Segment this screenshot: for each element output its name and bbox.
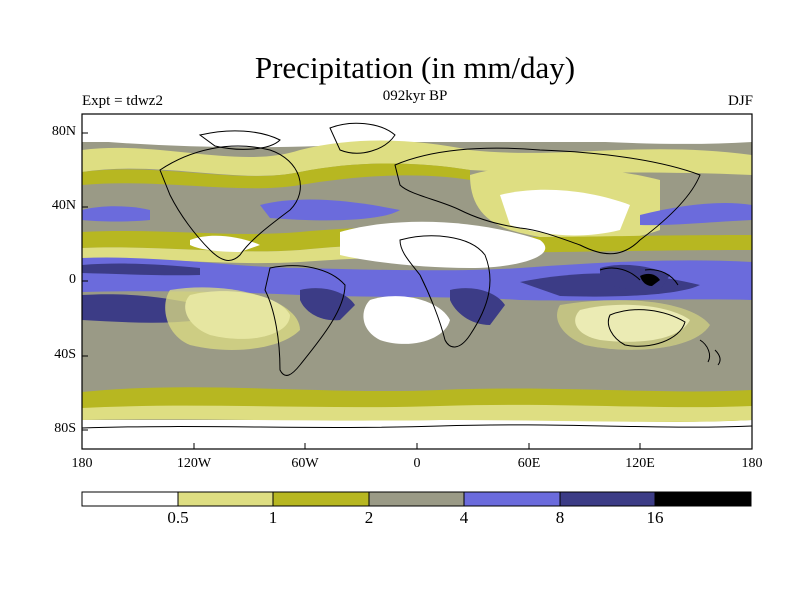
season-label: DJF bbox=[727, 93, 753, 109]
precipitation-field bbox=[82, 114, 752, 449]
colorbar-swatch-4 bbox=[368, 491, 465, 507]
lat-label-40s: 40S bbox=[54, 347, 76, 362]
lon-label-180-right: 180 bbox=[741, 456, 763, 471]
lon-label-60e: 60E bbox=[517, 456, 541, 471]
lat-label-80s: 80S bbox=[54, 421, 76, 436]
map-subtitle: 092kyr BP bbox=[382, 88, 448, 104]
lat-label-80n: 80N bbox=[51, 124, 76, 139]
lon-label-120w: 120W bbox=[176, 456, 212, 471]
colorbar-swatch-7 bbox=[654, 491, 752, 507]
lon-label-0: 0 bbox=[413, 456, 421, 471]
colorbar-label-4: 4 bbox=[459, 508, 469, 527]
colorbar bbox=[81, 491, 752, 507]
lat-label-0: 0 bbox=[69, 272, 76, 287]
lon-label-120e: 120E bbox=[625, 456, 655, 471]
lon-label-180-left: 180 bbox=[71, 456, 93, 471]
colorbar-swatch-5 bbox=[463, 491, 561, 507]
colorbar-label-1: 1 bbox=[268, 508, 278, 527]
colorbar-swatch-1 bbox=[81, 491, 179, 507]
colorbar-label-2: 2 bbox=[364, 508, 374, 527]
colorbar-swatch-6 bbox=[559, 491, 656, 507]
coastlines bbox=[82, 122, 752, 429]
colorbar-swatch-2 bbox=[177, 491, 274, 507]
axis-ticks bbox=[81, 132, 753, 449]
lat-label-40n: 40N bbox=[51, 198, 76, 213]
colorbar-label-16: 16 bbox=[646, 508, 664, 527]
experiment-label: Expt = tdwz2 bbox=[82, 93, 163, 109]
lon-label-60w: 60W bbox=[291, 456, 319, 471]
colorbar-label-0-5: 0.5 bbox=[167, 508, 189, 527]
colorbar-swatch-3 bbox=[272, 491, 370, 507]
map-title: Precipitation (in mm/day) bbox=[254, 50, 576, 85]
colorbar-label-8: 8 bbox=[555, 508, 565, 527]
